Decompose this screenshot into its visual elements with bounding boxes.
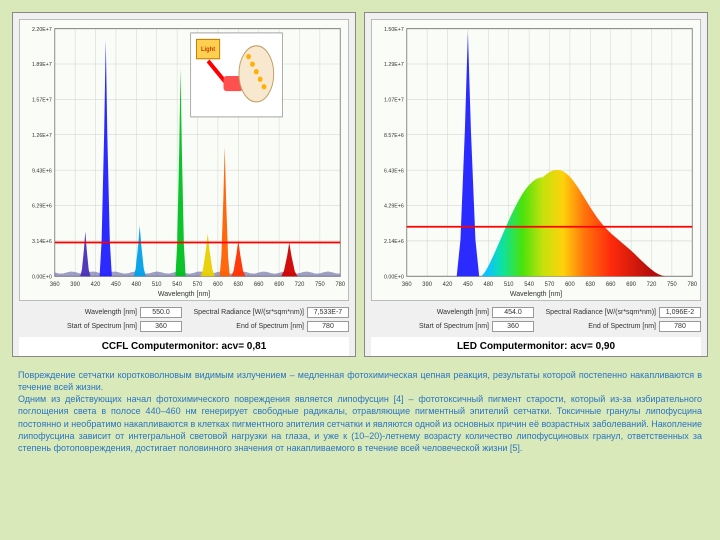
ccfl-end-label: End of Spectrum [nm] bbox=[186, 323, 304, 330]
led-end-value[interactable]: 780 bbox=[659, 321, 701, 332]
led-radiance-ctrl: Spectral Radiance [W/(sr*sqm*nm)] 1,096E… bbox=[538, 307, 701, 318]
svg-text:1.57E+7: 1.57E+7 bbox=[32, 97, 52, 103]
svg-text:420: 420 bbox=[443, 281, 453, 288]
led-wavelength-label: Wavelength [nm] bbox=[371, 309, 489, 316]
svg-text:450: 450 bbox=[463, 281, 473, 288]
svg-text:0.00E+0: 0.00E+0 bbox=[32, 274, 52, 280]
svg-text:660: 660 bbox=[254, 281, 264, 288]
svg-text:1.89E+7: 1.89E+7 bbox=[32, 62, 52, 68]
ccfl-radiance-value[interactable]: 7,533E-7 bbox=[307, 307, 349, 318]
svg-text:690: 690 bbox=[626, 281, 636, 288]
svg-text:390: 390 bbox=[422, 281, 432, 288]
ccfl-plot: 360 390 420 450 480 510 540 570 600 630 660 690 720 7… bbox=[19, 19, 349, 301]
led-end-ctrl: End of Spectrum [nm] 780 bbox=[538, 321, 701, 332]
paragraph-1: Повреждение сетчатки коротковолновым вид… bbox=[18, 370, 702, 392]
led-panel: 360 390 420 450 480 510 540 570 600 630 660 690 720 7… bbox=[364, 12, 708, 357]
svg-text:690: 690 bbox=[274, 281, 284, 288]
led-plot: 360 390 420 450 480 510 540 570 600 630 660 690 720 7… bbox=[371, 19, 701, 301]
svg-text:540: 540 bbox=[524, 281, 534, 288]
charts-row: 360 390 420 450 480 510 540 570 600 630 660 690 720 7… bbox=[12, 12, 708, 357]
svg-text:360: 360 bbox=[402, 281, 412, 288]
svg-text:510: 510 bbox=[152, 281, 162, 288]
svg-text:6.29E+6: 6.29E+6 bbox=[32, 203, 52, 209]
led-start-value[interactable]: 360 bbox=[492, 321, 534, 332]
led-radiance-value[interactable]: 1,096E-2 bbox=[659, 307, 701, 318]
ccfl-end-value[interactable]: 780 bbox=[307, 321, 349, 332]
ccfl-start-ctrl: Start of Spectrum [nm] 360 bbox=[19, 321, 182, 332]
led-start-ctrl: Start of Spectrum [nm] 360 bbox=[371, 321, 534, 332]
led-wavelength-value[interactable]: 454.0 bbox=[492, 307, 534, 318]
svg-text:4.29E+6: 4.29E+6 bbox=[384, 203, 404, 209]
svg-text:9.43E+6: 9.43E+6 bbox=[32, 168, 52, 174]
svg-text:8.57E+6: 8.57E+6 bbox=[384, 133, 404, 139]
svg-text:2.20E+7: 2.20E+7 bbox=[32, 27, 52, 33]
svg-text:780: 780 bbox=[687, 281, 697, 288]
ccfl-caption: CCFL Computermonitor: acv= 0,81 bbox=[19, 337, 349, 356]
svg-text:450: 450 bbox=[111, 281, 121, 288]
paragraph-2: Одним из действующих начал фотохимическо… bbox=[18, 394, 702, 453]
ccfl-radiance-label: Spectral Radiance [W/(sr*sqm*nm)] bbox=[186, 309, 304, 316]
svg-text:480: 480 bbox=[483, 281, 493, 288]
svg-text:540: 540 bbox=[172, 281, 182, 288]
svg-text:600: 600 bbox=[565, 281, 575, 288]
svg-text:660: 660 bbox=[606, 281, 616, 288]
ccfl-xlabel: Wavelength [nm] bbox=[158, 291, 210, 298]
svg-text:2.14E+6: 2.14E+6 bbox=[384, 239, 404, 245]
led-caption: LED Computermonitor: acv= 0,90 bbox=[371, 337, 701, 356]
svg-text:1.26E+7: 1.26E+7 bbox=[32, 133, 52, 139]
svg-text:3.14E+6: 3.14E+6 bbox=[32, 239, 52, 245]
svg-text:570: 570 bbox=[193, 281, 203, 288]
ccfl-start-label: Start of Spectrum [nm] bbox=[19, 323, 137, 330]
svg-text:1.07E+7: 1.07E+7 bbox=[384, 97, 404, 103]
svg-text:780: 780 bbox=[335, 281, 345, 288]
led-radiance-label: Spectral Radiance [W/(sr*sqm*nm)] bbox=[538, 309, 656, 316]
ccfl-ctrl-row2: Start of Spectrum [nm] 360 End of Spectr… bbox=[13, 321, 355, 335]
ccfl-spectrum-svg: 360 390 420 450 480 510 540 570 600 630 660 690 720 7… bbox=[20, 20, 348, 300]
ccfl-wavelength-ctrl: Wavelength [nm] 550.0 bbox=[19, 307, 182, 318]
ccfl-wavelength-value[interactable]: 550.0 bbox=[140, 307, 182, 318]
svg-text:0.00E+0: 0.00E+0 bbox=[384, 274, 404, 280]
description-text: Повреждение сетчатки коротковолновым вид… bbox=[12, 367, 708, 456]
svg-text:600: 600 bbox=[213, 281, 223, 288]
svg-text:420: 420 bbox=[91, 281, 101, 288]
ccfl-radiance-ctrl: Spectral Radiance [W/(sr*sqm*nm)] 7,533E… bbox=[186, 307, 349, 318]
led-ctrl-row2: Start of Spectrum [nm] 360 End of Spectr… bbox=[365, 321, 707, 335]
led-start-label: Start of Spectrum [nm] bbox=[371, 323, 489, 330]
svg-text:510: 510 bbox=[504, 281, 514, 288]
svg-text:360: 360 bbox=[50, 281, 60, 288]
svg-text:480: 480 bbox=[131, 281, 141, 288]
ccfl-ctrl-row1: Wavelength [nm] 550.0 Spectral Radiance … bbox=[13, 307, 355, 321]
led-wavelength-ctrl: Wavelength [nm] 454.0 bbox=[371, 307, 534, 318]
svg-text:750: 750 bbox=[315, 281, 325, 288]
svg-text:750: 750 bbox=[667, 281, 677, 288]
ccfl-start-value[interactable]: 360 bbox=[140, 321, 182, 332]
svg-text:1.50E+7: 1.50E+7 bbox=[384, 27, 404, 33]
ccfl-panel: 360 390 420 450 480 510 540 570 600 630 660 690 720 7… bbox=[12, 12, 356, 357]
svg-text:630: 630 bbox=[233, 281, 243, 288]
svg-text:570: 570 bbox=[545, 281, 555, 288]
led-end-label: End of Spectrum [nm] bbox=[538, 323, 656, 330]
svg-text:720: 720 bbox=[295, 281, 305, 288]
svg-text:6.43E+6: 6.43E+6 bbox=[384, 168, 404, 174]
svg-text:720: 720 bbox=[647, 281, 657, 288]
led-xlabel: Wavelength [nm] bbox=[510, 291, 562, 298]
led-spectrum-svg: 360 390 420 450 480 510 540 570 600 630 660 690 720 7… bbox=[372, 20, 700, 300]
svg-text:390: 390 bbox=[70, 281, 80, 288]
svg-text:Light: Light bbox=[201, 46, 215, 53]
ccfl-wavelength-label: Wavelength [nm] bbox=[19, 309, 137, 316]
svg-text:630: 630 bbox=[585, 281, 595, 288]
ccfl-end-ctrl: End of Spectrum [nm] 780 bbox=[186, 321, 349, 332]
led-ctrl-row1: Wavelength [nm] 454.0 Spectral Radiance … bbox=[365, 307, 707, 321]
svg-text:1.29E+7: 1.29E+7 bbox=[384, 62, 404, 68]
